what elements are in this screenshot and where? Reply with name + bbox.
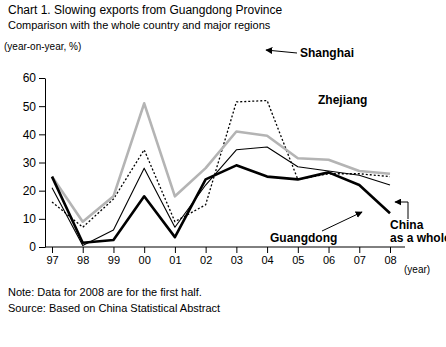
x-tick: 98: [77, 247, 89, 266]
y-axis-line: [45, 79, 46, 248]
x-tick-label: 08: [384, 254, 396, 266]
label-arrow: [395, 202, 408, 219]
label-arrow: [266, 50, 297, 53]
x-tick: 07: [354, 247, 366, 266]
x-tick-label: 07: [354, 254, 366, 266]
x-tick-label: 03: [231, 254, 243, 266]
y-axis-title: (year-on-year, %): [4, 41, 81, 52]
subtitle: Comparison with the whole country and ma…: [8, 19, 271, 31]
label-arrow: [322, 212, 362, 231]
series-label: Zhejiang: [318, 93, 367, 107]
y-tick-label: 0: [29, 240, 36, 254]
x-tick-label: 02: [200, 254, 212, 266]
series-line: [52, 147, 390, 246]
title: Chart 1. Slowing exports from Guangdong …: [8, 3, 282, 17]
x-tick-label: 06: [323, 254, 335, 266]
y-tick-label: 10: [23, 212, 37, 226]
x-tick-mark: [113, 247, 114, 253]
x-tick-label: 98: [77, 254, 89, 266]
x-axis-title: (year): [404, 264, 430, 275]
y-tick-label: 50: [23, 100, 37, 114]
x-tick-label: 00: [139, 254, 151, 266]
y-tick-label: 20: [23, 184, 37, 198]
series-label: Guangdong: [270, 231, 337, 245]
x-tick: 99: [108, 247, 120, 266]
y-tick-mark: [39, 78, 45, 79]
y-tick-mark: [39, 191, 45, 192]
x-tick-mark: [175, 247, 176, 253]
x-tick-label: 97: [46, 254, 58, 266]
x-tick: 00: [139, 247, 151, 266]
series-line: [52, 101, 390, 228]
x-tick: 01: [169, 247, 181, 266]
x-tick-label: 01: [169, 254, 181, 266]
y-tick: 10: [23, 212, 45, 226]
series-line: [52, 165, 390, 242]
y-tick: 60: [23, 71, 45, 85]
y-tick-mark: [39, 163, 45, 164]
y-tick: 20: [23, 184, 45, 198]
x-tick-mark: [298, 247, 299, 253]
x-axis-line: [45, 247, 405, 248]
x-tick-mark: [359, 247, 360, 253]
x-tick-mark: [267, 247, 268, 253]
y-tick-mark: [39, 219, 45, 220]
x-tick-mark: [83, 247, 84, 253]
y-tick: 50: [23, 100, 45, 114]
source: Source: Based on China Statistical Abstr…: [8, 302, 220, 314]
y-tick-label: 40: [23, 128, 37, 142]
x-tick: 97: [46, 247, 58, 266]
x-tick: 05: [292, 247, 304, 266]
x-tick-mark: [206, 247, 207, 253]
y-tick: 40: [23, 128, 45, 142]
series-label: Shanghai: [300, 46, 354, 60]
x-tick-mark: [144, 247, 145, 253]
x-tick-mark: [52, 247, 53, 253]
y-tick: 30: [23, 156, 45, 170]
y-tick-mark: [39, 134, 45, 135]
x-tick-label: 04: [261, 254, 273, 266]
x-tick: 04: [261, 247, 273, 266]
x-tick: 06: [323, 247, 335, 266]
x-tick: 08: [384, 247, 396, 266]
note: Note: Data for 2008 are for the first ha…: [8, 286, 202, 298]
x-tick-mark: [329, 247, 330, 253]
lines: [52, 101, 390, 246]
y-tick: 0: [29, 240, 45, 254]
series-label: China as a whole: [390, 218, 446, 245]
y-tick-label: 60: [23, 71, 37, 85]
x-tick: 02: [200, 247, 212, 266]
x-tick: 03: [231, 247, 243, 266]
y-tick-mark: [39, 106, 45, 107]
x-tick-label: 99: [108, 254, 120, 266]
x-tick-label: 05: [292, 254, 304, 266]
x-tick-mark: [236, 247, 237, 253]
x-tick-mark: [390, 247, 391, 253]
x-axis: 97 98 99 00 01 02 03 04 05 06 07 08: [45, 247, 405, 266]
series-line: [52, 103, 390, 221]
y-axis: 0 10 20 30 40 50 60: [23, 71, 46, 254]
y-tick-label: 30: [23, 156, 37, 170]
chart: Chart 1. Slowing exports from Guangdong …: [0, 0, 446, 347]
y-tick-mark: [39, 247, 45, 248]
